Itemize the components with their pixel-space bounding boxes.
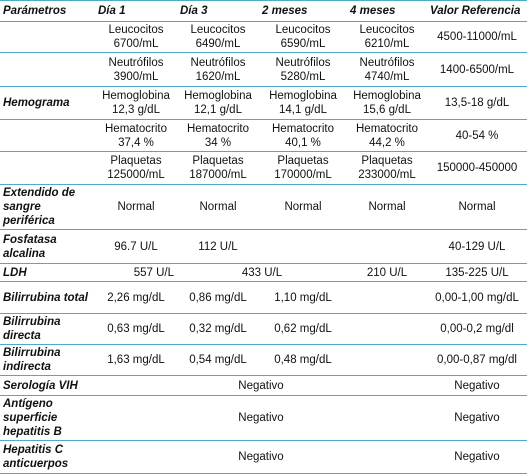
value-cell: Hematocrito 40,1 % xyxy=(259,119,347,152)
value-cell: Neutrófilos 5280/mL xyxy=(259,52,347,87)
header-cell: 2 meses xyxy=(259,0,347,22)
value-cell: Hemoglobina 15,6 g/dL xyxy=(347,86,427,120)
value-cell: 150000-450000 xyxy=(427,151,527,185)
table-row: Fosfatasa alcalina 96.7 U/L 112 U/L 40-129 … xyxy=(0,229,527,264)
value-cell: Plaquetas 233000/mL xyxy=(347,151,427,185)
empty-cell xyxy=(0,119,95,152)
value-cell: 210 U/L xyxy=(347,263,427,282)
empty-cell xyxy=(347,281,427,314)
value-cell: 1,63 mg/dL xyxy=(95,344,177,376)
row-label: Bilirrubina total xyxy=(0,281,95,314)
value-cell: Hemoglobina 12,1 g/dL xyxy=(177,86,259,120)
value-cell: 4500-11000/mL xyxy=(427,21,527,53)
header-cell: Parámetros xyxy=(0,0,95,22)
value-cell: Leucocitos 6700/mL xyxy=(95,21,177,53)
value-cell: 0,32 mg/dL xyxy=(177,313,259,345)
empty-cell xyxy=(0,151,95,185)
value-cell: Negativo xyxy=(95,375,427,396)
row-label: Hemograma xyxy=(0,86,95,120)
row-label: LDH xyxy=(0,263,95,282)
value-cell: 112 U/L xyxy=(177,229,259,264)
value-cell: Neutrófilos 3900/mL xyxy=(95,52,177,87)
value-cell: Normal xyxy=(347,184,427,230)
row-label: Bilirrubina directa xyxy=(0,313,95,345)
value-cell: Negativo xyxy=(95,440,427,474)
empty-cell xyxy=(0,21,95,53)
value-cell: Hematocrito 34 % xyxy=(177,119,259,152)
header-cell: 4 meses xyxy=(347,0,427,22)
table-row: Neutrófilos 3900/mL Neutrófilos 1620/mL Ne… xyxy=(0,52,527,87)
table-row: Bilirrubina total 2,26 mg/dL 0,86 mg/dL 1,1… xyxy=(0,281,527,314)
table-row: Serología VIH Negativo Negativo xyxy=(0,375,527,396)
header-cell: Valor Referencia xyxy=(427,0,527,22)
table-row: Bilirrubina directa 0,63 mg/dL 0,32 mg/dL 0… xyxy=(0,313,527,345)
table-row: Extendido de sangre periférica Normal Norm… xyxy=(0,184,527,230)
table-row: Plaquetas 125000/mL Plaquetas 187000/mL Pl… xyxy=(0,151,527,185)
value-cell: Neutrófilos 4740/mL xyxy=(347,52,427,87)
value-cell: Negativo xyxy=(427,440,527,474)
table-row: Hematocrito 37,4 % Hematocrito 34 % Hemato… xyxy=(0,119,527,152)
value-cell: Hematocrito 44,2 % xyxy=(347,119,427,152)
table-row: Bilirrubina indirecta 1,63 mg/dL 0,54 mg/d… xyxy=(0,344,527,376)
value-cell: Normal xyxy=(259,184,347,230)
table-row: LDH 557 U/L 433 U/L 210 U/L 135-225 U/L xyxy=(0,263,527,282)
value-cell: Plaquetas 125000/mL xyxy=(95,151,177,185)
value-cell: Negativo xyxy=(427,395,527,441)
row-label: Extendido de sangre periférica xyxy=(0,184,95,230)
value-cell: 0,63 mg/dL xyxy=(95,313,177,345)
value-cell: 13,5-18 g/dL xyxy=(427,86,527,120)
value-cell: 0,54 mg/dL xyxy=(177,344,259,376)
value-cell: 0,48 mg/dL xyxy=(259,344,347,376)
row-label: Hepatitis C anticuerpos xyxy=(0,440,95,474)
value-cell: Negativo xyxy=(427,375,527,396)
value-cell: 2,26 mg/dL xyxy=(95,281,177,314)
value-cell: Leucocitos 6210/mL xyxy=(347,21,427,53)
value-cell: 0,62 mg/dL xyxy=(259,313,347,345)
empty-cell xyxy=(0,52,95,87)
value-cell: Neutrófilos 1620/mL xyxy=(177,52,259,87)
header-cell: Día 1 xyxy=(95,0,177,22)
value-cell: Hemoglobina 12,3 g/dL xyxy=(95,86,177,120)
value-cell: 40-54 % xyxy=(427,119,527,152)
table-row: Leucocitos 6700/mL Leucocitos 6490/mL Leuc… xyxy=(0,21,527,53)
table-row: Hepatitis C anticuerpos Negativo Negativo xyxy=(0,440,527,474)
header-cell: Día 3 xyxy=(177,0,259,22)
row-label: Serología VIH xyxy=(0,375,95,396)
row-label: Fosfatasa alcalina xyxy=(0,229,95,264)
row-label: Antígeno superficie hepatitis B xyxy=(0,395,95,441)
value-cell: 0,00-0,2 mg/dl xyxy=(427,313,527,345)
value-cell: Hemoglobina 14,1 g/dL xyxy=(259,86,347,120)
value-cell: Normal xyxy=(427,184,527,230)
value-cell: Plaquetas 187000/mL xyxy=(177,151,259,185)
empty-cell xyxy=(347,344,427,376)
table-row: Antígeno superficie hepatitis B Negativo N… xyxy=(0,395,527,441)
value-cell: Leucocitos 6490/mL xyxy=(177,21,259,53)
row-label: Bilirrubina indirecta xyxy=(0,344,95,376)
value-cell: 96.7 U/L xyxy=(95,229,177,264)
value-cell: Leucocitos 6590/mL xyxy=(259,21,347,53)
empty-cell xyxy=(259,229,347,264)
value-cell: 1400-6500/mL xyxy=(427,52,527,87)
value-cell: 433 U/L xyxy=(177,263,347,282)
empty-cell xyxy=(347,229,427,264)
value-cell: 1,10 mg/dL xyxy=(259,281,347,314)
value-cell: 40-129 U/L xyxy=(427,229,527,264)
value-cell: Hematocrito 37,4 % xyxy=(95,119,177,152)
value-cell: Normal xyxy=(95,184,177,230)
value-cell: Normal xyxy=(177,184,259,230)
value-cell: 0,86 mg/dL xyxy=(177,281,259,314)
empty-cell xyxy=(347,313,427,345)
value-cell: Negativo xyxy=(95,395,427,441)
table-row: Hemograma Hemoglobina 12,3 g/dL Hemoglobin… xyxy=(0,86,527,120)
value-cell: 0,00-0,87 mg/dl xyxy=(427,344,527,376)
value-cell: 0,00-1,00 mg/dL xyxy=(427,281,527,314)
value-cell: 557 U/L xyxy=(95,263,177,282)
value-cell: 135-225 U/L xyxy=(427,263,527,282)
value-cell: Plaquetas 170000/mL xyxy=(259,151,347,185)
